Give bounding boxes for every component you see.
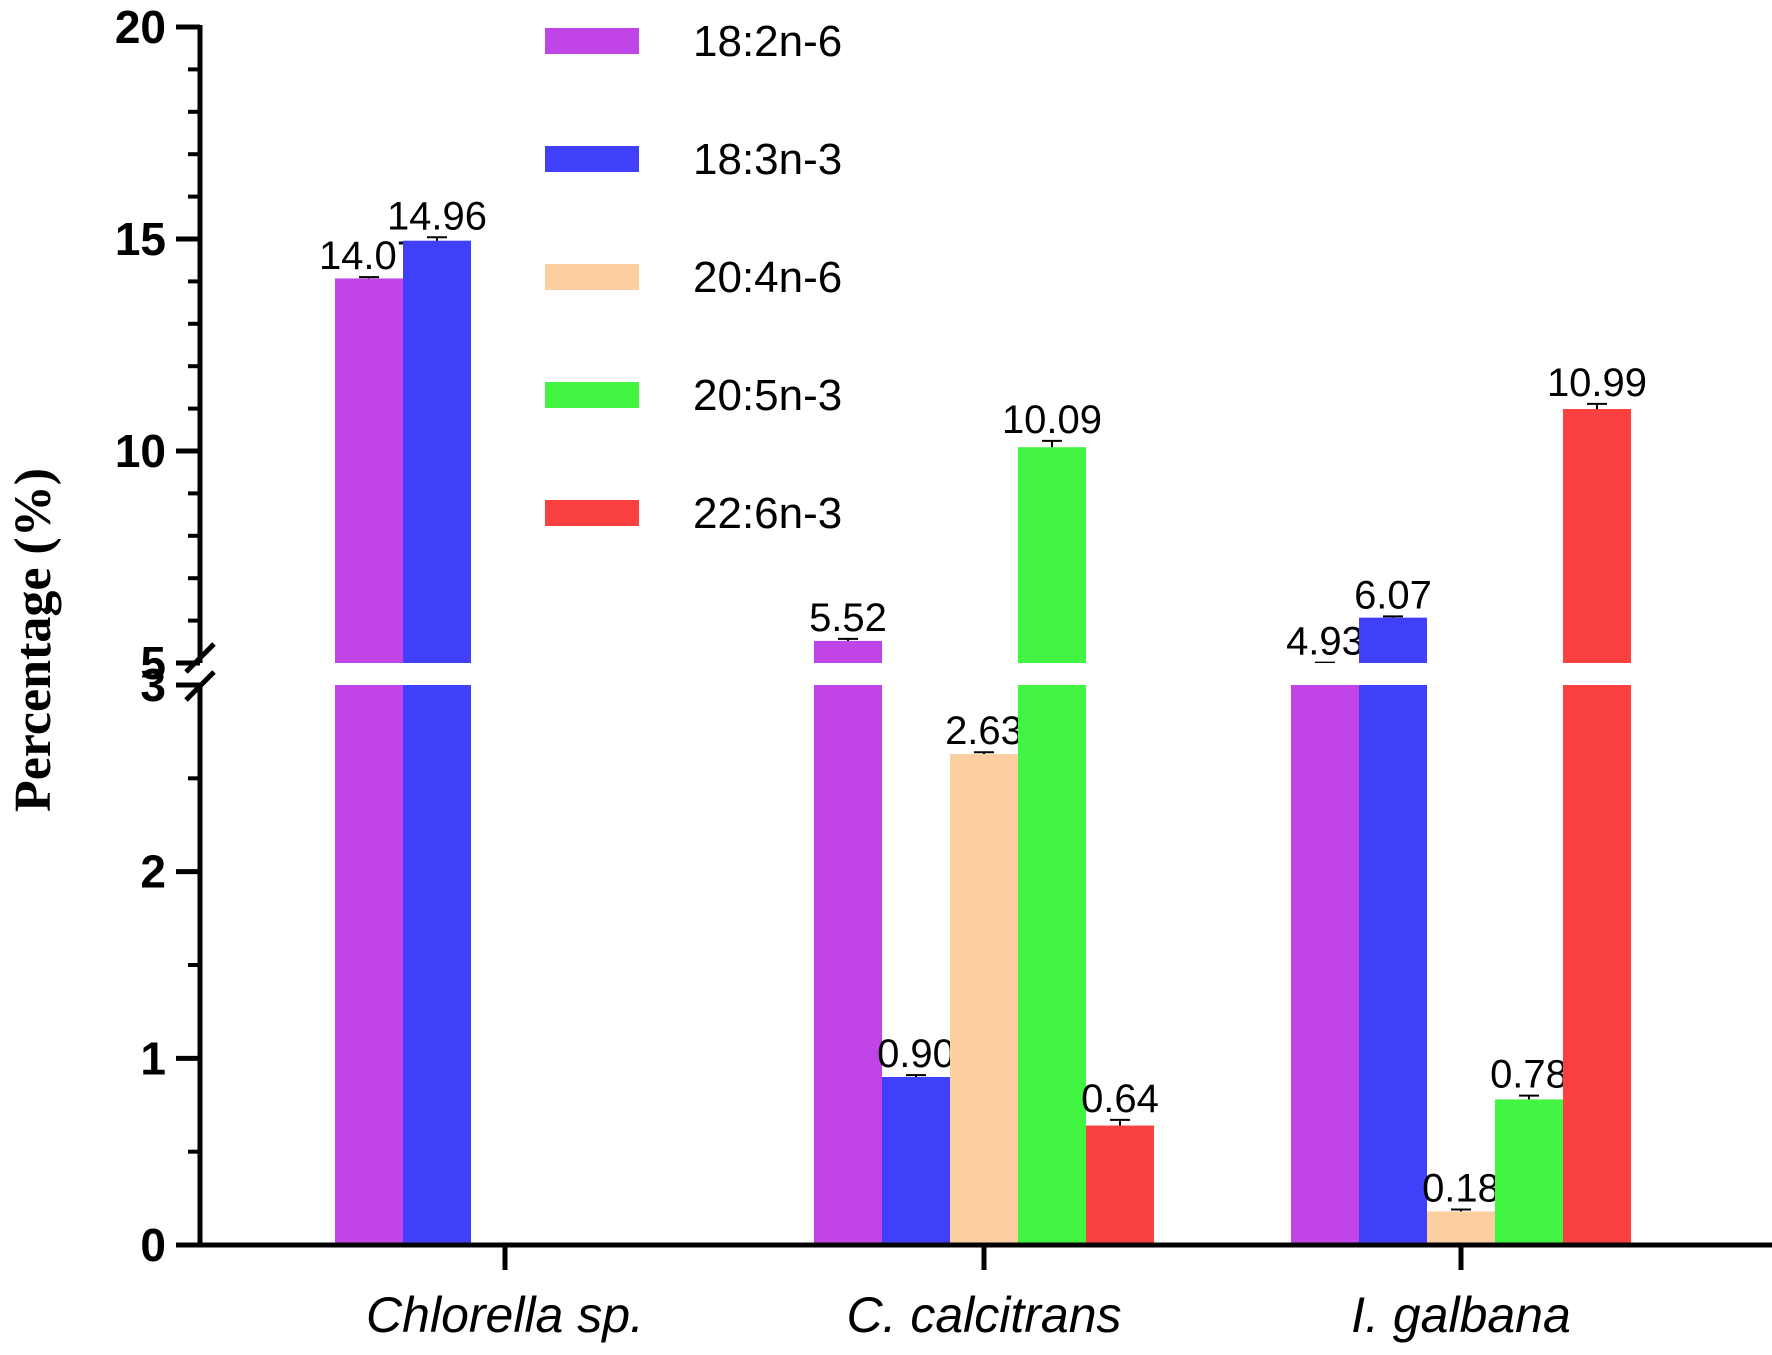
bar-18:3n-3-0: [403, 240, 471, 1246]
value-label-18:2n-6-1: 5.52: [809, 596, 887, 640]
value-label-18:2n-6-2: 4.93: [1286, 620, 1364, 664]
bar-20:5n-3-2: [1495, 1099, 1563, 1245]
y-tick-label-10: 10: [115, 425, 166, 477]
y-tick-label-5: 5: [140, 637, 166, 689]
y-axis-title: Percentage (%): [5, 468, 62, 812]
value-label-20:5n-3-1: 10.09: [1002, 398, 1102, 442]
bar-18:3n-3-2: [1359, 617, 1427, 1245]
value-label-18:3n-3-1: 0.90: [877, 1032, 955, 1076]
legend-swatch-18:2n-6: [545, 28, 639, 54]
value-label-20:4n-6-2: 0.18: [1422, 1167, 1500, 1211]
bar-20:4n-6-1: [950, 754, 1018, 1245]
value-label-18:2n-6-0: 14.07: [319, 234, 419, 278]
bar-22:6n-3-2: [1563, 409, 1631, 1245]
legend-label-20:5n-3: 20:5n-3: [693, 371, 842, 420]
x-category-label-2: I. galbana: [1351, 1287, 1571, 1343]
value-label-20:4n-6-1: 2.63: [945, 709, 1023, 753]
y-tick-label-20: 20: [115, 1, 166, 53]
value-label-18:3n-3-2: 6.07: [1354, 573, 1432, 617]
x-category-label-1: C. calcitrans: [846, 1287, 1121, 1343]
bar-18:3n-3-1: [882, 1077, 950, 1245]
bar-18:2n-6-0: [335, 278, 403, 1245]
axis-break-mark-1: [184, 642, 216, 674]
bar-18:2n-6-2: [1291, 665, 1359, 1245]
y-tick-label-15: 15: [115, 213, 166, 265]
legend-label-18:3n-3: 18:3n-3: [693, 135, 842, 184]
legend-swatch-22:6n-3: [545, 500, 639, 526]
bar-20:4n-6-2: [1427, 1211, 1495, 1245]
x-category-label-0: Chlorella sp.: [366, 1287, 644, 1343]
value-label-20:5n-3-2: 0.78: [1490, 1053, 1568, 1097]
value-label-22:6n-3-1: 0.64: [1081, 1077, 1159, 1121]
legend-swatch-18:3n-3: [545, 146, 639, 172]
legend-label-20:4n-6: 20:4n-6: [693, 253, 842, 302]
legend-swatch-20:4n-6: [545, 264, 639, 290]
y-tick-label-2: 2: [140, 846, 166, 898]
legend-swatch-20:5n-3: [545, 382, 639, 408]
legend-label-18:2n-6: 18:2n-6: [693, 17, 842, 66]
bar-18:2n-6-1: [814, 640, 882, 1245]
y-tick-label-3: 3: [140, 659, 166, 711]
value-label-22:6n-3-2: 10.99: [1547, 361, 1647, 405]
y-tick-label-0: 0: [140, 1219, 166, 1271]
bar-20:5n-3-1: [1018, 447, 1086, 1246]
bar-22:6n-3-1: [1086, 1125, 1154, 1245]
axis-break-gap: [202, 663, 1772, 685]
y-tick-label-1: 1: [140, 1032, 166, 1084]
value-label-18:3n-3-0: 14.96: [387, 194, 487, 238]
legend-label-22:6n-3: 22:6n-3: [693, 489, 842, 538]
